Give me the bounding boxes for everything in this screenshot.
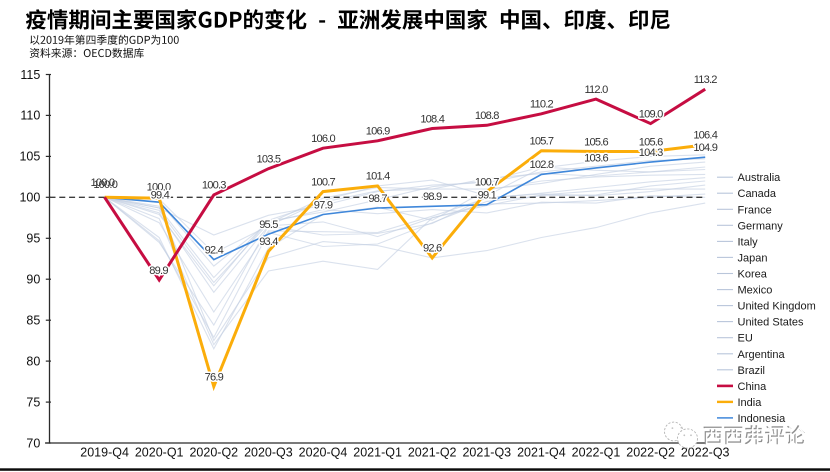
svg-text:103.6: 103.6 [584, 153, 608, 165]
svg-text:2022-Q1: 2022-Q1 [572, 445, 621, 459]
svg-text:2022-Q2: 2022-Q2 [626, 445, 675, 459]
svg-text:Japan: Japan [738, 252, 768, 264]
svg-text:2020-Q3: 2020-Q3 [244, 445, 293, 459]
svg-text:110.2: 110.2 [530, 99, 554, 111]
svg-text:EU: EU [738, 333, 753, 345]
svg-text:100.0: 100.0 [93, 179, 117, 191]
svg-text:100.0: 100.0 [93, 179, 117, 191]
svg-text:United States: United States [738, 317, 805, 329]
svg-text:90: 90 [26, 273, 40, 287]
svg-text:92.6: 92.6 [423, 243, 442, 255]
svg-text:112.0: 112.0 [585, 84, 609, 96]
svg-text:104.9: 104.9 [693, 142, 717, 154]
svg-text:105: 105 [19, 150, 40, 164]
svg-text:89.9: 89.9 [149, 265, 168, 277]
svg-text:98.9: 98.9 [423, 191, 442, 203]
svg-text:Canada: Canada [738, 188, 777, 200]
svg-text:95.5: 95.5 [259, 219, 278, 231]
svg-text:2022-Q3: 2022-Q3 [681, 445, 730, 459]
svg-text:105.6: 105.6 [639, 136, 663, 148]
svg-text:2020-Q1: 2020-Q1 [135, 445, 184, 459]
svg-text:Australia: Australia [738, 172, 782, 184]
svg-text:Mexico: Mexico [738, 285, 773, 297]
svg-text:70: 70 [26, 436, 40, 450]
svg-text:Brazil: Brazil [738, 365, 766, 377]
svg-text:Italy: Italy [738, 236, 759, 248]
svg-text:100.7: 100.7 [311, 176, 335, 188]
svg-text:109.0: 109.0 [639, 108, 663, 120]
svg-text:92.4: 92.4 [205, 244, 224, 256]
svg-text:Argentina: Argentina [738, 349, 786, 361]
svg-text:2021-Q1: 2021-Q1 [353, 445, 402, 459]
svg-text:106.9: 106.9 [366, 126, 390, 138]
svg-text:97.9: 97.9 [314, 199, 333, 211]
svg-text:115: 115 [20, 68, 40, 82]
svg-text:110: 110 [20, 109, 40, 123]
svg-text:105.7: 105.7 [530, 136, 554, 148]
svg-text:108.4: 108.4 [420, 113, 444, 125]
svg-text:2021-Q4: 2021-Q4 [517, 445, 566, 459]
svg-text:99.4: 99.4 [151, 190, 170, 202]
svg-text:China: China [738, 381, 768, 393]
svg-text:100.3: 100.3 [202, 180, 226, 192]
svg-text:99.1: 99.1 [478, 190, 497, 202]
svg-text:100.0: 100.0 [91, 177, 115, 189]
svg-text:Germany: Germany [738, 220, 784, 232]
svg-text:105.6: 105.6 [584, 136, 608, 148]
svg-text:80: 80 [26, 354, 40, 368]
svg-text:75: 75 [26, 395, 40, 409]
svg-text:2021-Q3: 2021-Q3 [462, 445, 511, 459]
svg-text:2020-Q2: 2020-Q2 [189, 445, 238, 459]
svg-text:106.4: 106.4 [693, 130, 717, 142]
svg-text:95: 95 [26, 232, 40, 246]
svg-text:101.4: 101.4 [366, 171, 390, 183]
svg-text:100.0: 100.0 [147, 181, 171, 193]
svg-text:Korea: Korea [738, 269, 768, 281]
svg-text:100: 100 [19, 191, 40, 205]
svg-text:93.4: 93.4 [259, 236, 278, 248]
svg-text:76.9: 76.9 [205, 371, 224, 383]
svg-text:104.3: 104.3 [639, 147, 663, 159]
svg-text:India: India [738, 397, 763, 409]
svg-text:France: France [738, 204, 772, 216]
svg-text:98.7: 98.7 [368, 193, 387, 205]
svg-text:United Kingdom: United Kingdom [738, 301, 816, 313]
svg-text:103.5: 103.5 [257, 154, 281, 166]
svg-text:100.7: 100.7 [475, 176, 499, 188]
svg-text:102.8: 102.8 [530, 159, 554, 171]
svg-text:113.2: 113.2 [694, 74, 718, 86]
svg-text:108.8: 108.8 [475, 110, 499, 122]
svg-text:2020-Q4: 2020-Q4 [299, 445, 348, 459]
svg-text:85: 85 [26, 314, 40, 328]
svg-text:106.0: 106.0 [311, 133, 335, 145]
svg-text:2019-Q4: 2019-Q4 [80, 445, 129, 459]
svg-text:100.0: 100.0 [91, 177, 115, 189]
svg-text:2021-Q2: 2021-Q2 [408, 445, 457, 459]
svg-text:Indonesia: Indonesia [738, 413, 787, 425]
